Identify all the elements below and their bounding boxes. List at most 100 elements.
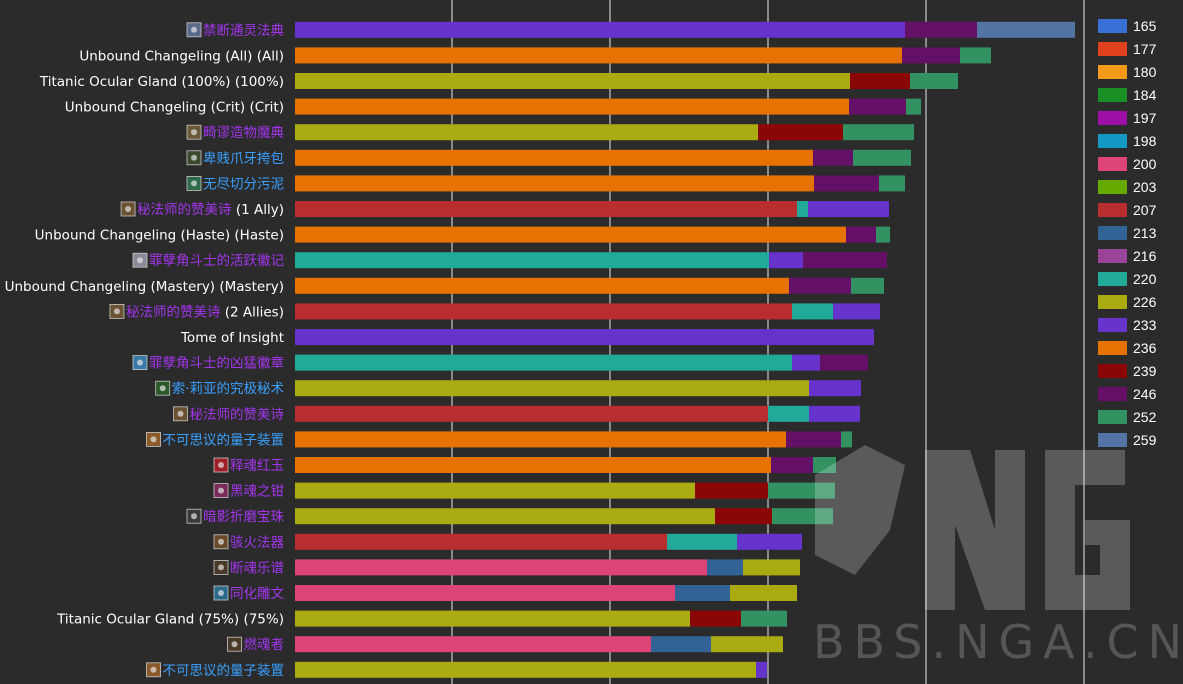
bar-segment-239[interactable] bbox=[758, 124, 843, 141]
bar-segment-213[interactable] bbox=[675, 585, 730, 601]
bar-segment-246[interactable] bbox=[771, 457, 813, 473]
bar-segment-246[interactable] bbox=[803, 252, 887, 269]
bar-segment-226[interactable] bbox=[295, 508, 715, 525]
bar-segment-236[interactable] bbox=[295, 226, 846, 243]
bar-segment-226[interactable] bbox=[743, 559, 800, 576]
legend-item[interactable]: 236 bbox=[1098, 336, 1178, 359]
bar-row[interactable]: 不可思议的量子装置 bbox=[163, 431, 853, 448]
bar-segment-226[interactable] bbox=[295, 610, 690, 627]
bar-row[interactable]: 禁断通灵法典 bbox=[203, 21, 1075, 39]
bar-segment-246[interactable] bbox=[813, 149, 853, 166]
legend-item[interactable]: 184 bbox=[1098, 83, 1178, 106]
bar-segment-252[interactable] bbox=[841, 431, 852, 448]
bar-segment-207[interactable] bbox=[295, 405, 768, 422]
bar-segment-226[interactable] bbox=[295, 380, 809, 397]
bar-segment-246[interactable] bbox=[849, 98, 906, 115]
bar-segment-236[interactable] bbox=[295, 175, 814, 192]
legend-item[interactable]: 259 bbox=[1098, 428, 1178, 451]
bar-segment-252[interactable] bbox=[876, 226, 890, 243]
bar-segment-246[interactable] bbox=[820, 354, 868, 371]
bar-row[interactable]: 罪孽角斗士的凶猛徽章 bbox=[149, 354, 868, 372]
bar-segment-226[interactable] bbox=[295, 124, 758, 141]
bar-row[interactable]: 不可思议的量子装置 bbox=[163, 661, 768, 679]
bar-row[interactable]: 索·莉亚的究极秘术 bbox=[172, 380, 861, 397]
bar-row[interactable]: 秘法师的赞美诗 (1 Ally) bbox=[137, 201, 889, 218]
legend-item[interactable]: 246 bbox=[1098, 382, 1178, 405]
bar-row[interactable]: 燃魂者 bbox=[244, 636, 784, 653]
bar-segment-252[interactable] bbox=[851, 277, 884, 294]
bar-segment-236[interactable] bbox=[295, 457, 771, 473]
bar-segment-246[interactable] bbox=[902, 47, 960, 64]
bar-segment-220[interactable] bbox=[667, 533, 737, 550]
bar-row[interactable]: Unbound Changeling (Mastery) (Mastery) bbox=[5, 277, 884, 295]
bar-segment-252[interactable] bbox=[906, 98, 921, 115]
legend-item[interactable]: 220 bbox=[1098, 267, 1178, 290]
bar-row[interactable]: Unbound Changeling (Haste) (Haste) bbox=[35, 226, 890, 244]
legend-item[interactable]: 216 bbox=[1098, 244, 1178, 267]
bar-row[interactable]: Titanic Ocular Gland (100%) (100%) bbox=[39, 73, 958, 90]
bar-segment-236[interactable] bbox=[295, 149, 813, 166]
bar-segment-246[interactable] bbox=[905, 21, 977, 38]
bar-segment-252[interactable] bbox=[910, 73, 958, 89]
bar-segment-220[interactable] bbox=[295, 354, 792, 371]
legend-item[interactable]: 213 bbox=[1098, 221, 1178, 244]
bar-segment-200[interactable] bbox=[295, 636, 651, 653]
legend-item[interactable]: 177 bbox=[1098, 37, 1178, 60]
bar-segment-233[interactable] bbox=[809, 380, 861, 397]
bar-segment-233[interactable] bbox=[737, 533, 802, 550]
bar-segment-220[interactable] bbox=[797, 201, 808, 217]
bar-segment-246[interactable] bbox=[786, 431, 841, 448]
bar-segment-246[interactable] bbox=[789, 277, 851, 294]
bar-row[interactable]: 暗影折磨宝珠 bbox=[203, 508, 833, 525]
bar-row[interactable]: 罪孽角斗士的活跃徽记 bbox=[149, 252, 887, 269]
bar-segment-252[interactable] bbox=[768, 482, 835, 499]
bar-segment-246[interactable] bbox=[814, 175, 879, 192]
bar-segment-200[interactable] bbox=[295, 559, 707, 576]
bar-segment-252[interactable] bbox=[853, 149, 911, 166]
bar-row[interactable]: 同化雕文 bbox=[230, 585, 797, 602]
bar-segment-236[interactable] bbox=[295, 431, 786, 448]
bar-row[interactable]: 释魂红玉 bbox=[230, 457, 836, 474]
legend-item[interactable]: 207 bbox=[1098, 198, 1178, 221]
bar-segment-252[interactable] bbox=[772, 508, 833, 525]
legend-item[interactable]: 233 bbox=[1098, 313, 1178, 336]
legend-item[interactable]: 226 bbox=[1098, 290, 1178, 313]
legend-item[interactable]: 165 bbox=[1098, 14, 1178, 37]
bar-segment-226[interactable] bbox=[295, 73, 850, 89]
bar-row[interactable]: 畸谬造物魔典 bbox=[203, 124, 914, 141]
legend-item[interactable]: 198 bbox=[1098, 129, 1178, 152]
legend-item[interactable]: 239 bbox=[1098, 359, 1178, 382]
bar-segment-252[interactable] bbox=[741, 610, 787, 627]
bar-row[interactable]: 卑贱爪牙挎包 bbox=[203, 149, 911, 167]
bar-segment-220[interactable] bbox=[295, 252, 769, 269]
bar-segment-200[interactable] bbox=[295, 585, 675, 601]
bar-segment-236[interactable] bbox=[295, 98, 849, 115]
bar-row[interactable]: Unbound Changeling (Crit) (Crit) bbox=[65, 98, 921, 116]
bar-row[interactable]: Unbound Changeling (All) (All) bbox=[79, 47, 991, 64]
bar-row[interactable]: 黑魂之钳 bbox=[230, 482, 835, 500]
bar-segment-233[interactable] bbox=[792, 354, 820, 371]
bar-segment-213[interactable] bbox=[651, 636, 711, 653]
bar-segment-236[interactable] bbox=[295, 47, 902, 64]
bar-segment-207[interactable] bbox=[295, 533, 667, 550]
bar-segment-239[interactable] bbox=[715, 508, 772, 525]
bar-segment-252[interactable] bbox=[879, 175, 905, 192]
bar-row[interactable]: Titanic Ocular Gland (75%) (75%) bbox=[56, 610, 787, 628]
bar-segment-233[interactable] bbox=[769, 252, 803, 269]
bar-segment-252[interactable] bbox=[960, 47, 991, 64]
bar-segment-233[interactable] bbox=[833, 303, 880, 320]
legend-item[interactable]: 180 bbox=[1098, 60, 1178, 83]
bar-row[interactable]: 断魂乐谱 bbox=[230, 559, 800, 576]
bar-segment-236[interactable] bbox=[295, 277, 789, 294]
bar-segment-252[interactable] bbox=[843, 124, 914, 141]
bar-segment-226[interactable] bbox=[730, 585, 797, 601]
bar-segment-239[interactable] bbox=[690, 610, 741, 627]
bar-row[interactable]: Tome of Insight bbox=[180, 329, 874, 346]
bar-row[interactable]: 无尽切分污泥 bbox=[203, 175, 905, 192]
bar-row[interactable]: 骇火法器 bbox=[230, 533, 802, 551]
bar-segment-239[interactable] bbox=[695, 482, 768, 499]
bar-segment-233[interactable] bbox=[756, 661, 767, 678]
bar-segment-252[interactable] bbox=[813, 457, 836, 473]
bar-segment-239[interactable] bbox=[850, 73, 910, 89]
bar-row[interactable]: 秘法师的赞美诗 bbox=[190, 405, 861, 423]
